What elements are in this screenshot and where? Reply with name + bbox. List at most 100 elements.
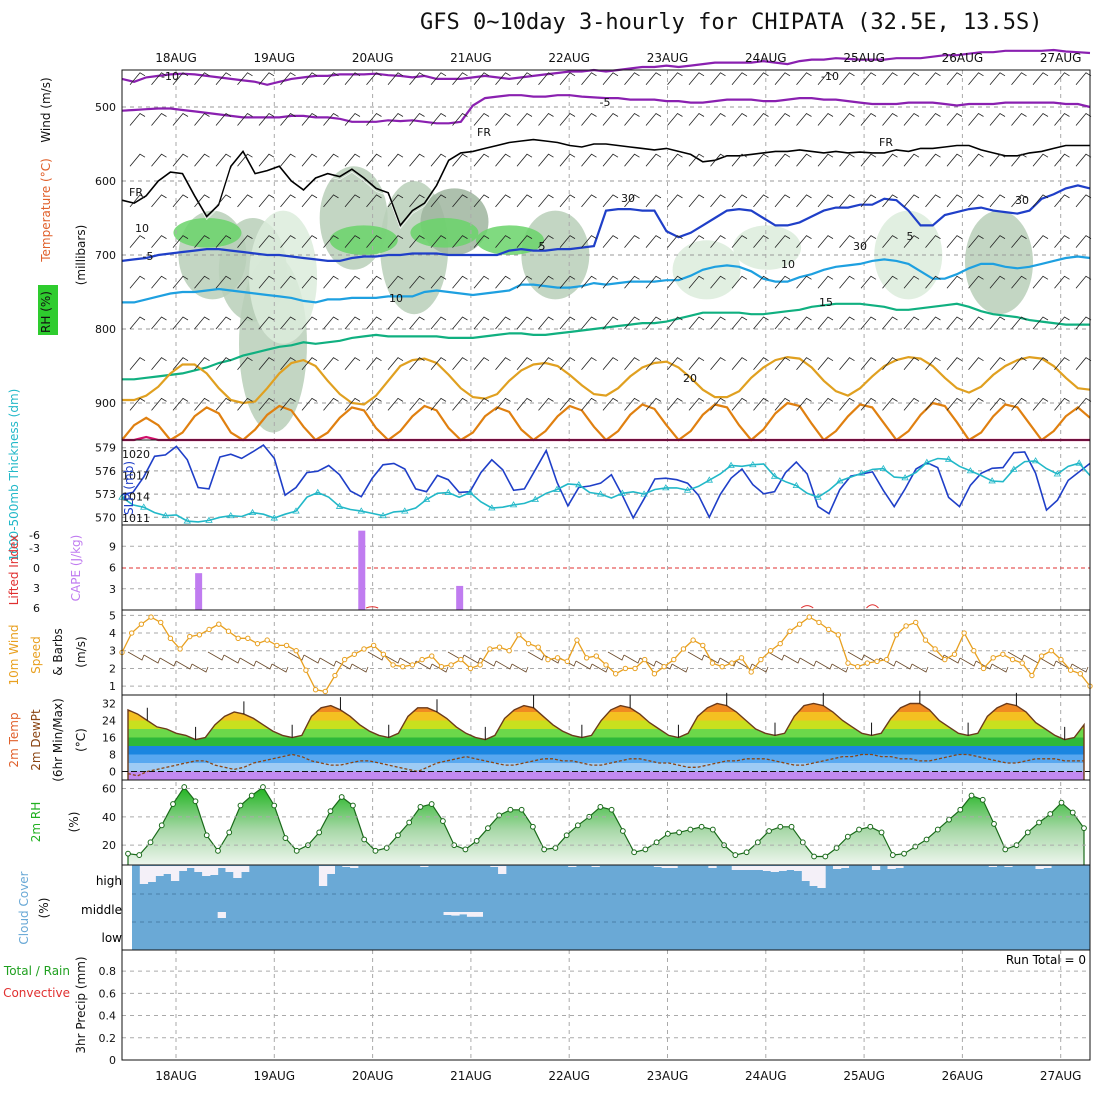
wind10-barb bbox=[207, 651, 225, 661]
wind-barb bbox=[473, 194, 490, 208]
wind-barb bbox=[1054, 316, 1070, 330]
wind-barb bbox=[516, 397, 533, 411]
wind10-point bbox=[409, 662, 416, 668]
wind-barb bbox=[516, 194, 533, 208]
wind10-barb bbox=[495, 660, 513, 670]
thickness-marker bbox=[270, 514, 278, 521]
wind-barb bbox=[989, 397, 1006, 411]
wind-barb bbox=[602, 275, 619, 289]
cloud-high-bar bbox=[318, 866, 328, 886]
cloud-high-bar bbox=[794, 866, 803, 871]
rh-point bbox=[518, 806, 525, 813]
wind10-point bbox=[961, 630, 967, 636]
wind10-point bbox=[196, 632, 203, 638]
cloud-high-bar bbox=[755, 866, 764, 870]
wind-barb bbox=[559, 275, 576, 289]
wind10-tick: 1 bbox=[109, 680, 116, 693]
wind-barb bbox=[366, 275, 382, 289]
wind-barb bbox=[280, 275, 296, 289]
wind10-point bbox=[1000, 651, 1006, 657]
wind10-point bbox=[622, 665, 629, 672]
wind10-barb bbox=[255, 660, 273, 670]
wind-barb bbox=[839, 112, 855, 126]
wind-barb bbox=[516, 153, 533, 167]
temp-tick: 32 bbox=[102, 698, 116, 711]
rh-point bbox=[327, 808, 334, 815]
rh-point bbox=[541, 846, 548, 853]
thickness-marker bbox=[857, 469, 866, 476]
wind-barb bbox=[172, 357, 189, 370]
rh-point bbox=[1069, 809, 1076, 816]
wind-barb bbox=[151, 72, 167, 86]
wind-barb bbox=[366, 153, 382, 167]
wind-barb bbox=[1032, 316, 1049, 330]
wind-barb bbox=[194, 316, 210, 330]
wind10-point bbox=[738, 655, 745, 661]
wind10-label-b: Speed bbox=[29, 636, 43, 674]
wind-barb bbox=[194, 153, 210, 167]
wind-barb bbox=[559, 397, 576, 411]
wind-barb bbox=[301, 275, 318, 289]
wind-barb bbox=[538, 153, 554, 167]
contour-label: 30 bbox=[853, 240, 867, 253]
temp-fill-group bbox=[122, 695, 1090, 780]
cloud-high-bar bbox=[194, 866, 203, 872]
lifted-index-mark bbox=[866, 604, 879, 609]
wind-barb bbox=[344, 316, 361, 330]
date-label-top: 21AUG bbox=[450, 51, 492, 65]
wind-barb bbox=[624, 194, 640, 208]
temp-band bbox=[122, 695, 1090, 704]
temp-tick: 16 bbox=[102, 732, 116, 745]
wind-barb bbox=[430, 72, 447, 86]
thickness-marker bbox=[488, 504, 496, 511]
wind-barb bbox=[409, 397, 425, 411]
wind-barb bbox=[172, 235, 189, 248]
rh-point bbox=[946, 816, 952, 823]
wind10-point bbox=[767, 648, 774, 654]
wind10-point bbox=[942, 656, 948, 663]
wind-barb bbox=[581, 397, 597, 411]
rh-point bbox=[1081, 825, 1087, 832]
wind-barb bbox=[215, 357, 232, 370]
wind-barb bbox=[731, 112, 748, 126]
date-label-top: 26AUG bbox=[942, 51, 984, 65]
thickness-tick: 573 bbox=[95, 488, 116, 501]
rh-point bbox=[754, 839, 761, 846]
slp-tick: 1011 bbox=[122, 512, 150, 525]
wind10-point bbox=[845, 660, 851, 666]
wind10-point bbox=[1058, 656, 1064, 663]
wind-barb bbox=[731, 275, 748, 289]
wind-barb bbox=[516, 357, 533, 370]
contour-label: 30 bbox=[1015, 194, 1029, 207]
wind-barb bbox=[667, 235, 683, 248]
wind-barb bbox=[645, 153, 662, 167]
wind-barb bbox=[925, 112, 941, 126]
wind10-barb bbox=[671, 663, 689, 673]
wind-barb bbox=[301, 316, 318, 330]
precip-tick: 0.4 bbox=[99, 1010, 117, 1023]
wind-barb bbox=[323, 72, 339, 86]
wind-barb bbox=[989, 316, 1006, 330]
wind-barb bbox=[151, 153, 167, 167]
wind10-point bbox=[990, 655, 996, 661]
wind-barb bbox=[774, 357, 791, 370]
wind10-barb bbox=[847, 651, 865, 661]
wind-barb bbox=[667, 275, 683, 289]
wind-barb bbox=[129, 275, 146, 289]
temp-tick: 8 bbox=[109, 749, 116, 762]
wind-barb bbox=[645, 275, 662, 289]
wind10-barb bbox=[911, 663, 929, 673]
wind10-point bbox=[1009, 656, 1016, 663]
wind-barb bbox=[839, 316, 855, 330]
thickness-marker bbox=[640, 490, 648, 497]
thickness-marker bbox=[814, 493, 822, 500]
wind-barb bbox=[516, 112, 533, 126]
wind-barb bbox=[215, 316, 232, 330]
wind-barb bbox=[753, 397, 769, 411]
wind10-point bbox=[1067, 667, 1074, 673]
wind-barb bbox=[344, 72, 361, 86]
wind10-barb bbox=[687, 651, 705, 661]
rh-point bbox=[833, 845, 840, 851]
rh-point bbox=[687, 826, 694, 833]
cloud-high-bar bbox=[490, 866, 499, 867]
